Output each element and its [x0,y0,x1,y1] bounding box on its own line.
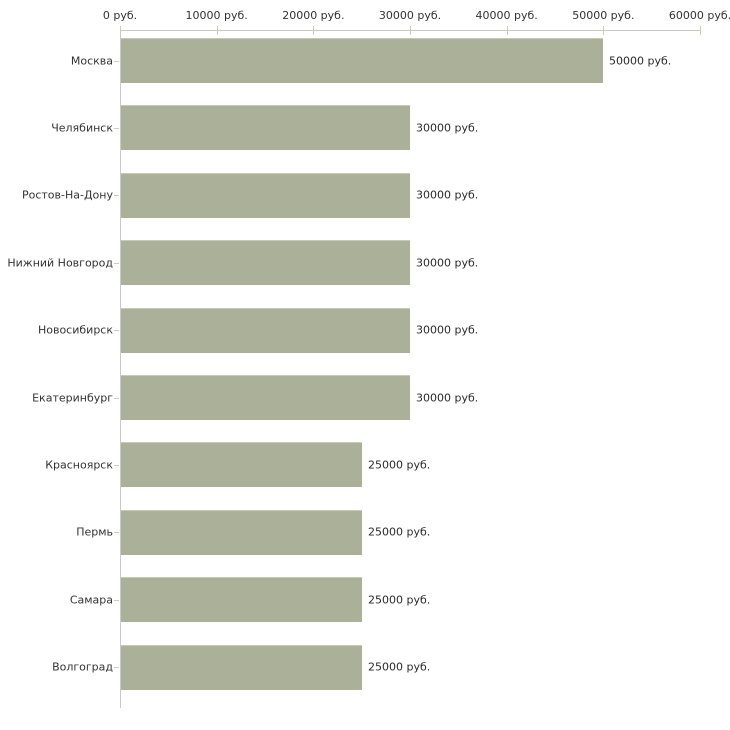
category-label: Волгоград [52,660,113,674]
category-tick [114,600,119,601]
y-axis-line [120,30,121,708]
category-tick [114,398,119,399]
category-tick [114,667,119,668]
x-tick-label: 40000 руб. [475,9,538,22]
category-tick [114,128,119,129]
bar-value-label: 30000 руб. [416,391,479,404]
bar [121,442,362,488]
bar [121,172,410,218]
bar [121,38,603,83]
x-tick [313,26,315,35]
category-tick [114,465,119,466]
category-label: Москва [70,54,113,67]
category-label: Пермь [76,525,113,539]
bar-value-label: 25000 руб. [368,593,431,607]
category-tick [114,532,119,533]
category-label: Нижний Новгород [7,256,113,270]
x-tick-label: 30000 руб. [378,9,442,22]
bar-value-label: 30000 руб. [416,256,479,270]
bar-value-label: 25000 руб. [368,660,431,674]
x-tick-label: 10000 руб. [185,9,248,22]
category-label: Челябинск [51,121,113,135]
bar-value-label: 30000 руб. [416,121,479,135]
category-tick [114,263,119,264]
bar-value-label: 30000 руб. [416,188,479,202]
bar [121,105,410,151]
bar-value-label: 30000 руб. [416,323,479,337]
category-tick [114,195,119,196]
x-tick-label: 20000 руб. [282,9,345,22]
category-tick [114,330,119,331]
x-tick-label: 50000 руб. [572,9,635,22]
bar [121,577,362,623]
bar-value-label: 50000 руб. [609,54,672,67]
x-tick [410,26,411,35]
x-tick [216,26,218,35]
x-tick [700,26,701,35]
bar-value-label: 25000 руб. [368,525,431,539]
bar [121,644,362,690]
x-tick-label: 0 руб. [102,9,138,22]
x-tick-label: 60000 руб. [668,9,730,22]
bar [121,240,410,286]
bar [121,509,362,555]
x-tick [506,26,508,35]
category-label: Красноярск [45,458,113,472]
category-label: Новосибирск [37,323,113,337]
bar [121,375,410,420]
bar [121,307,410,353]
category-label: Ростов-На-Дону [21,188,113,202]
x-tick [603,26,605,35]
category-label: Екатеринбург [32,391,113,404]
bar-value-label: 25000 руб. [368,458,431,472]
x-tick [120,26,121,35]
category-tick [114,61,119,62]
category-label: Самара [69,593,113,607]
